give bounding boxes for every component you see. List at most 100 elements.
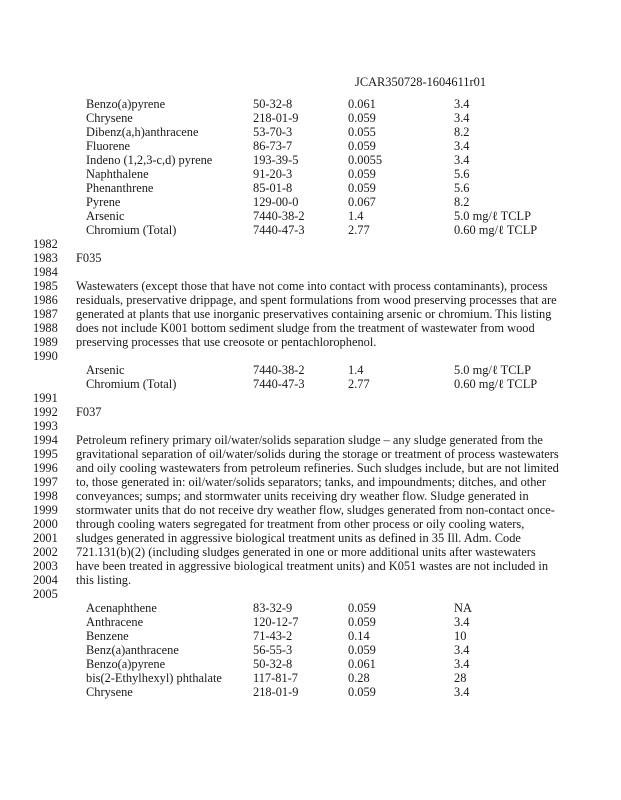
paragraph-line: conveyances; sumps; and stormwater units…	[76, 489, 529, 503]
cas-number: 7440-47-3	[253, 377, 305, 391]
cas-number: 50-32-8	[253, 657, 293, 671]
paragraph-line: generated at plants that use inorganic p…	[76, 307, 552, 321]
line-number: 1988	[33, 321, 58, 335]
line-number: 1993	[33, 419, 58, 433]
wastewater-standard: 0.059	[348, 601, 376, 615]
wastewater-standard: 0.055	[348, 125, 376, 139]
nonwastewater-standard: 5.0 mg/ℓ TCLP	[454, 209, 531, 223]
chemical-name: Indeno (1,2,3-c,d) pyrene	[86, 153, 213, 167]
line-number: 1986	[33, 293, 58, 307]
wastewater-standard: 2.77	[348, 377, 370, 391]
chemical-name: Chromium (Total)	[86, 377, 177, 391]
line-number: 2002	[33, 545, 58, 559]
paragraph-line: Petroleum refinery primary oil/water/sol…	[76, 433, 543, 447]
cas-number: 129-00-0	[253, 195, 299, 209]
cas-number: 218-01-9	[253, 685, 299, 699]
chemical-name: Chromium (Total)	[86, 223, 177, 237]
line-number: 1989	[33, 335, 58, 349]
wastewater-standard: 1.4	[348, 363, 364, 377]
chemical-name: bis(2-Ethylhexyl) phthalate	[86, 671, 222, 685]
chemical-name: Benzo(a)pyrene	[86, 657, 166, 671]
nonwastewater-standard: 3.4	[454, 657, 470, 671]
chemical-name: Benz(a)anthracene	[86, 643, 179, 657]
line-number: 1998	[33, 489, 58, 503]
line-number: 2001	[33, 531, 58, 545]
wastewater-standard: 0.28	[348, 671, 370, 685]
nonwastewater-standard: 5.6	[454, 167, 470, 181]
wastewater-standard: 0.059	[348, 643, 376, 657]
chemical-name: Chrysene	[86, 111, 133, 125]
paragraph-line: have been treated in aggressive biologic…	[76, 559, 549, 573]
nonwastewater-standard: 3.4	[454, 685, 470, 699]
wastewater-standard: 0.067	[348, 195, 376, 209]
cas-number: 193-39-5	[253, 153, 299, 167]
nonwastewater-standard: NA	[454, 601, 472, 615]
paragraph-line: preserving processes that use creosote o…	[76, 335, 377, 349]
paragraph-line: to, those generated in: oil/water/solids…	[76, 475, 547, 489]
nonwastewater-standard: 0.60 mg/ℓ TCLP	[454, 377, 538, 391]
wastewater-standard: 0.0055	[348, 153, 383, 167]
wastewater-standard: 0.061	[348, 97, 376, 111]
cas-number: 56-55-3	[253, 643, 293, 657]
cas-number: 218-01-9	[253, 111, 299, 125]
cas-number: 120-12-7	[253, 615, 299, 629]
section-code-f035: F035	[76, 251, 102, 265]
line-number: 2003	[33, 559, 58, 573]
line-number: 1985	[33, 279, 58, 293]
wastewater-standard: 0.059	[348, 111, 376, 125]
line-number: 1990	[33, 349, 58, 363]
chemical-name: Benzo(a)pyrene	[86, 97, 166, 111]
cas-number: 7440-38-2	[253, 209, 305, 223]
cas-number: 7440-38-2	[253, 363, 305, 377]
paragraph-line: residuals, preservative drippage, and sp…	[76, 293, 557, 307]
line-number: 2005	[33, 587, 58, 601]
cas-number: 71-43-2	[253, 629, 293, 643]
line-number: 1983	[33, 251, 58, 265]
nonwastewater-standard: 3.4	[454, 97, 470, 111]
nonwastewater-standard: 8.2	[454, 125, 470, 139]
paragraph-line: sludges generated in aggressive biologic…	[76, 531, 521, 545]
line-number: 1992	[33, 405, 58, 419]
chemical-name: Chrysene	[86, 685, 133, 699]
chemical-name: Acenaphthene	[86, 601, 157, 615]
nonwastewater-standard: 3.4	[454, 111, 470, 125]
line-number: 1984	[33, 265, 58, 279]
wastewater-standard: 0.059	[348, 615, 376, 629]
cas-number: 117-81-7	[253, 671, 298, 685]
line-number: 1997	[33, 475, 58, 489]
paragraph-line: stormwater units that do not receive dry…	[76, 503, 555, 517]
nonwastewater-standard: 5.0 mg/ℓ TCLP	[454, 363, 531, 377]
nonwastewater-standard: 3.4	[454, 139, 470, 153]
chemical-name: Arsenic	[86, 209, 125, 223]
wastewater-standard: 0.059	[348, 139, 376, 153]
nonwastewater-standard: 5.6	[454, 181, 470, 195]
nonwastewater-standard: 0.60 mg/ℓ TCLP	[454, 223, 538, 237]
line-number: 2000	[33, 517, 58, 531]
chemical-name: Pyrene	[86, 195, 121, 209]
paragraph-line: Wastewaters (except those that have not …	[76, 279, 548, 293]
line-number: 1991	[33, 391, 58, 405]
chemical-name: Anthracene	[86, 615, 144, 629]
line-number: 2004	[33, 573, 58, 587]
wastewater-standard: 0.059	[348, 167, 376, 181]
line-number: 1995	[33, 447, 58, 461]
line-number: 1982	[33, 237, 58, 251]
wastewater-standard: 0.14	[348, 629, 370, 643]
chemical-name: Benzene	[86, 629, 129, 643]
wastewater-standard: 2.77	[348, 223, 370, 237]
paragraph-line: does not include K001 bottom sediment sl…	[76, 321, 535, 335]
cas-number: 53-70-3	[253, 125, 293, 139]
wastewater-standard: 0.061	[348, 657, 376, 671]
section-code-f037: F037	[76, 405, 102, 419]
cas-number: 85-01-8	[253, 181, 293, 195]
cas-number: 50-32-8	[253, 97, 293, 111]
document-id: JCAR350728-1604611r01	[355, 75, 487, 89]
nonwastewater-standard: 3.4	[454, 615, 470, 629]
line-number: 1994	[33, 433, 58, 447]
chemical-name: Naphthalene	[86, 167, 149, 181]
cas-number: 86-73-7	[253, 139, 293, 153]
line-number: 1999	[33, 503, 58, 517]
nonwastewater-standard: 28	[454, 671, 467, 685]
paragraph-line: through cooling waters segregated for tr…	[76, 517, 525, 531]
nonwastewater-standard: 3.4	[454, 643, 470, 657]
